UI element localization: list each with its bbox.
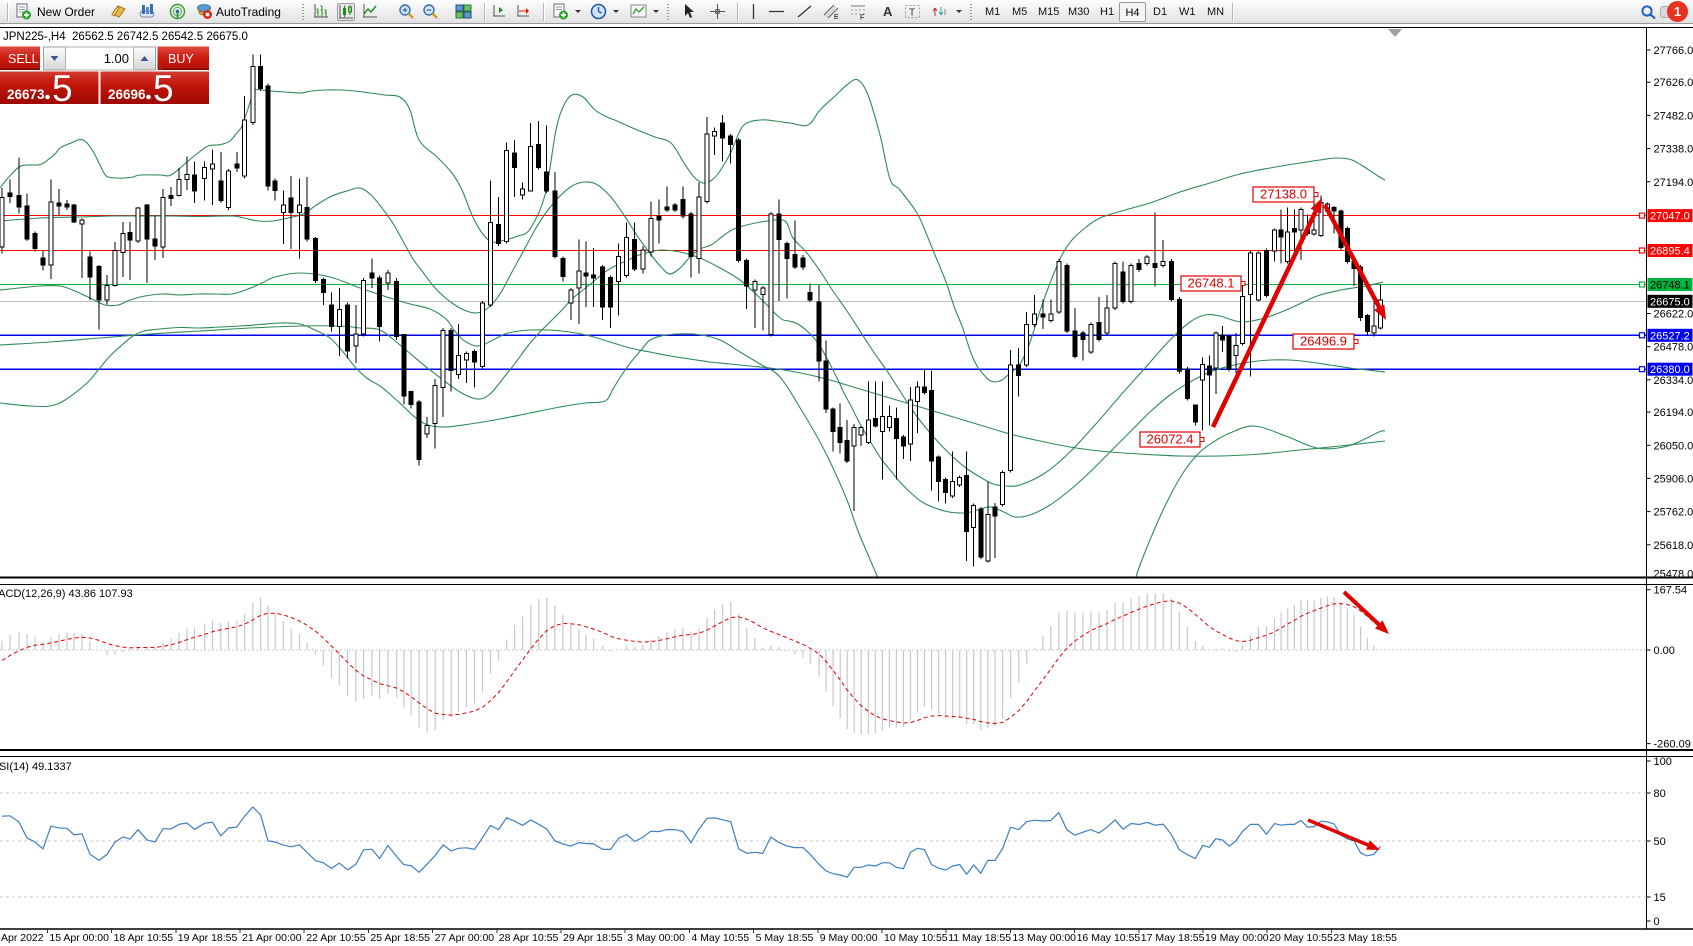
svg-text:E: E <box>834 14 839 20</box>
svg-text:26072.4: 26072.4 <box>1147 432 1194 447</box>
svg-text:13 May 00:00: 13 May 00:00 <box>1012 932 1076 944</box>
svg-text:19 Apr 18:55: 19 Apr 18:55 <box>178 932 238 944</box>
svg-text:23 May 18:55: 23 May 18:55 <box>1333 932 1397 944</box>
svg-text:SELL: SELL <box>8 52 39 66</box>
svg-text:25478.0: 25478.0 <box>1654 569 1693 581</box>
svg-text:MACD(12,26,9) 43.86 107.93: MACD(12,26,9) 43.86 107.93 <box>0 588 133 600</box>
svg-text:27766.0: 27766.0 <box>1654 45 1693 57</box>
svg-text:JPN225-,H4 26562.5 26742.5 26: JPN225-,H4 26562.5 26742.5 26542.5 26675… <box>3 31 248 43</box>
svg-text:26748.1: 26748.1 <box>1650 280 1690 292</box>
svg-text:26673: 26673 <box>7 87 45 102</box>
svg-text:5: 5 <box>52 68 73 109</box>
svg-text:20 May 10:55: 20 May 10:55 <box>1269 932 1333 944</box>
svg-text:16 May 10:55: 16 May 10:55 <box>1077 932 1141 944</box>
svg-text:26527.2: 26527.2 <box>1650 330 1690 342</box>
svg-text:17 May 18:55: 17 May 18:55 <box>1141 932 1205 944</box>
svg-text:15 Apr 00:00: 15 Apr 00:00 <box>49 932 109 944</box>
svg-text:11 May 18:55: 11 May 18:55 <box>948 932 1011 944</box>
svg-text:26748.1: 26748.1 <box>1188 276 1235 291</box>
svg-text:RSI(14) 49.1337: RSI(14) 49.1337 <box>0 761 72 773</box>
svg-text:21 Apr 00:00: 21 Apr 00:00 <box>242 932 302 944</box>
svg-text:25618.0: 25618.0 <box>1654 540 1693 552</box>
svg-text:27626.0: 27626.0 <box>1654 77 1693 89</box>
svg-text:22 Apr 10:55: 22 Apr 10:55 <box>306 932 366 944</box>
svg-text:25 Apr 18:55: 25 Apr 18:55 <box>370 932 430 944</box>
svg-text:27482.0: 27482.0 <box>1654 110 1693 122</box>
svg-text:27194.0: 27194.0 <box>1654 177 1693 189</box>
svg-text:26675.0: 26675.0 <box>1650 296 1690 308</box>
svg-text:15: 15 <box>1654 892 1666 904</box>
svg-text:5: 5 <box>153 68 174 109</box>
svg-text:-260.09: -260.09 <box>1654 739 1691 751</box>
svg-text:27338.0: 27338.0 <box>1654 144 1693 156</box>
svg-text:25762.0: 25762.0 <box>1654 507 1693 519</box>
svg-text:29 Apr 18:55: 29 Apr 18:55 <box>563 932 623 944</box>
svg-text:28 Apr 10:55: 28 Apr 10:55 <box>499 932 559 944</box>
svg-text:26050.0: 26050.0 <box>1654 440 1693 452</box>
svg-text:Apr 2022: Apr 2022 <box>1 932 44 944</box>
svg-text:0: 0 <box>1654 916 1660 928</box>
svg-text:50: 50 <box>1654 836 1666 848</box>
svg-text:9 May 00:00: 9 May 00:00 <box>820 932 878 944</box>
svg-text:80: 80 <box>1654 788 1666 800</box>
svg-text:19 May 00:00: 19 May 00:00 <box>1205 932 1269 944</box>
svg-text:26622.0: 26622.0 <box>1654 309 1693 321</box>
svg-text:BUY: BUY <box>168 52 194 66</box>
svg-text:26478.0: 26478.0 <box>1654 342 1693 354</box>
svg-text:10 May 10:55: 10 May 10:55 <box>884 932 948 944</box>
svg-text:5 May 18:55: 5 May 18:55 <box>756 932 814 944</box>
svg-text:3 May 00:00: 3 May 00:00 <box>627 932 685 944</box>
svg-text:100: 100 <box>1654 756 1672 768</box>
svg-text:27 Apr 00:00: 27 Apr 00:00 <box>435 932 495 944</box>
svg-text:4 May 10:55: 4 May 10:55 <box>691 932 749 944</box>
svg-text:26696: 26696 <box>108 87 146 102</box>
svg-text:26496.9: 26496.9 <box>1300 334 1347 349</box>
svg-text:26194.0: 26194.0 <box>1654 407 1693 419</box>
svg-text:F: F <box>860 15 864 21</box>
svg-text:26380.0: 26380.0 <box>1650 364 1690 376</box>
svg-text:167.54: 167.54 <box>1654 585 1688 597</box>
svg-text:25906.0: 25906.0 <box>1654 473 1693 485</box>
svg-text:26334.0: 26334.0 <box>1654 375 1693 387</box>
svg-text:27138.0: 27138.0 <box>1260 187 1307 202</box>
svg-text:0.00: 0.00 <box>1654 645 1675 657</box>
svg-text:18 Apr 10:55: 18 Apr 10:55 <box>114 932 174 944</box>
svg-text:27047.0: 27047.0 <box>1650 211 1690 223</box>
svg-text:1.00: 1.00 <box>104 51 129 66</box>
svg-text:T: T <box>909 8 915 19</box>
svg-text:26895.4: 26895.4 <box>1650 246 1690 258</box>
